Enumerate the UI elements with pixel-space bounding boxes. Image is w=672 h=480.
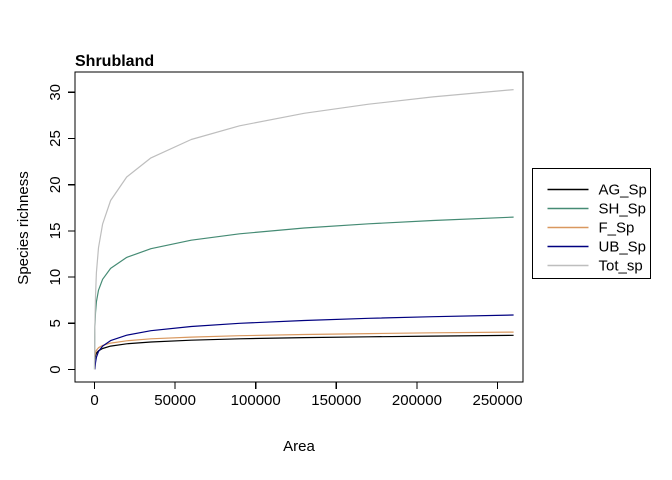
- y-tick-label: 30: [47, 84, 64, 101]
- legend: AG_Sp SH_Sp F_Sp UB_Sp Tot_sp: [531, 167, 652, 280]
- legend-label-SH_Sp: SH_Sp: [599, 201, 647, 218]
- legend-item-SH_Sp: SH_Sp: [547, 201, 647, 218]
- x-axis-label: Area: [283, 438, 315, 455]
- series-line-AG_Sp: [94, 334, 514, 360]
- series-curves-group: [93, 89, 514, 370]
- legend-box: [531, 167, 652, 280]
- x-tick-label: 150000: [311, 392, 361, 409]
- series-line-SH_Sp: [93, 216, 514, 370]
- x-tick-label: 100000: [231, 392, 281, 409]
- x-tick-label: 50000: [154, 392, 196, 409]
- axes-group: 0 50000 100000 150000 200000 250000 0 5 10 15 20 25…: [47, 71, 524, 409]
- y-tick-label: 15: [47, 223, 64, 240]
- y-tick-label: 10: [47, 269, 64, 286]
- legend-label-AG_Sp: AG_Sp: [599, 182, 647, 199]
- x-tick-label: 200000: [392, 392, 442, 409]
- chart-title: Shrubland: [75, 53, 154, 70]
- y-tick-label: 0: [47, 365, 64, 373]
- legend-item-UB_Sp: UB_Sp: [547, 239, 647, 256]
- y-tick-label: 25: [47, 130, 64, 147]
- x-tick-label: 0: [90, 392, 98, 409]
- x-tick-label: 250000: [472, 392, 522, 409]
- y-axis-label: Species richness: [15, 171, 32, 284]
- series-line-F_Sp: [94, 331, 514, 357]
- plot-box: [74, 71, 524, 383]
- legend-item-F_Sp: F_Sp: [547, 220, 635, 237]
- series-line-UB_Sp: [94, 314, 514, 370]
- series-line-Tot_sp: [94, 89, 514, 370]
- legend-label-UB_Sp: UB_Sp: [599, 239, 647, 256]
- y-tick-label: 20: [47, 176, 64, 193]
- y-tick-label: 5: [47, 319, 64, 327]
- legend-label-F_Sp: F_Sp: [599, 220, 635, 237]
- legend-item-AG_Sp: AG_Sp: [547, 182, 647, 199]
- legend-item-Tot_sp: Tot_sp: [547, 258, 643, 275]
- legend-label-Tot_sp: Tot_sp: [599, 258, 643, 275]
